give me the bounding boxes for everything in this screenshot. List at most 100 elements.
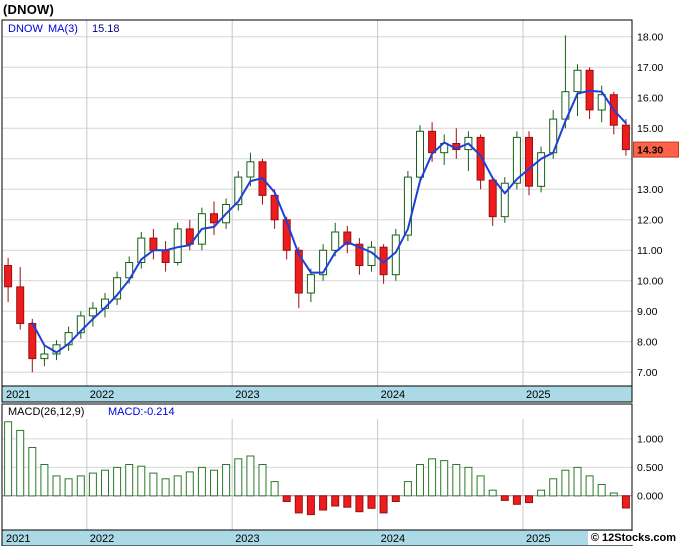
macd-bar <box>222 464 231 497</box>
macd-bar <box>294 495 303 514</box>
macd-bar <box>355 495 364 513</box>
macd-chart-canvas: 2021 2022 2023 2024 2025 1.000 0.500 0.000 MACD(… <box>0 403 680 546</box>
macd-tick-label: 0.000 <box>637 490 663 502</box>
macd-tick-label: 1.000 <box>637 433 663 445</box>
price-legend: DNOW MA(3) 15.18 <box>8 23 120 35</box>
candle-body <box>488 179 497 218</box>
macd-bars <box>4 421 630 516</box>
macd-bar <box>88 472 97 497</box>
candle-body <box>161 249 170 264</box>
macd-bar <box>125 464 134 497</box>
price-tick-label: 7.00 <box>637 367 658 379</box>
candle-body <box>4 265 13 288</box>
macd-bar <box>500 495 509 501</box>
macd-bar <box>379 495 388 514</box>
price-gridlines <box>2 20 632 386</box>
price-tick-label: 9.00 <box>637 306 658 318</box>
macd-bar <box>549 478 558 497</box>
macd-bar <box>185 471 194 497</box>
candle-body <box>270 194 279 221</box>
macd-indicator-chart: 2021 2022 2023 2024 2025 1.000 0.500 0.000 MACD(… <box>0 403 680 546</box>
candle-body <box>525 136 533 187</box>
macd-bar <box>210 469 218 497</box>
year-label: 2021 <box>6 533 30 545</box>
macd-bar <box>161 478 170 497</box>
macd-bar <box>488 489 497 497</box>
macd-bar <box>428 458 437 497</box>
last-price-box: 14.30 <box>633 141 679 158</box>
macd-bar <box>282 495 291 503</box>
candle-body <box>331 231 340 251</box>
macd-bar <box>113 466 122 497</box>
macd-bar <box>4 421 13 497</box>
macd-bar <box>561 469 570 497</box>
macd-bar <box>173 475 182 497</box>
price-chart-canvas: 2021 2022 2023 2024 2025 7.00 8.00 9.00 10.00 11.… <box>0 18 680 403</box>
macd-bar <box>597 484 606 497</box>
price-tick-label: 17.00 <box>637 62 663 74</box>
candle-body <box>234 176 243 206</box>
year-label: 2024 <box>381 389 405 401</box>
candle-body <box>40 353 49 360</box>
macd-bar <box>476 475 485 497</box>
candle-body <box>343 231 352 245</box>
macd-bar <box>621 495 630 509</box>
macd-bar <box>367 495 376 509</box>
candle-body <box>76 315 85 334</box>
macd-bar <box>306 495 315 516</box>
macd-bar <box>573 466 582 497</box>
macd-tick-label: 0.500 <box>637 462 663 474</box>
macd-bar <box>464 466 473 497</box>
year-label: 2022 <box>90 389 114 401</box>
macd-legend-label: MACD(26,12,9) <box>8 406 84 418</box>
price-plot-border <box>1 19 633 387</box>
year-label: 2024 <box>381 533 405 545</box>
macd-bar <box>319 495 328 511</box>
macd-bar <box>416 464 424 497</box>
candle-body <box>246 161 255 178</box>
candle-body <box>537 152 546 187</box>
candle-body <box>16 286 25 324</box>
chart-background <box>0 18 680 403</box>
candle-body <box>173 228 182 263</box>
macd-bar <box>609 492 618 497</box>
macd-plot-border <box>1 403 633 531</box>
candle-body <box>573 69 582 93</box>
year-label: 2025 <box>526 389 550 401</box>
candle-body <box>476 136 485 181</box>
price-tick-label: 18.00 <box>637 31 663 43</box>
macd-bar <box>149 472 158 497</box>
candle-body <box>367 246 376 266</box>
macd-bar <box>101 469 109 497</box>
candle-body <box>88 307 97 317</box>
candle-body <box>416 130 424 178</box>
price-chart: 2021 2022 2023 2024 2025 7.00 8.00 9.00 10.00 11.… <box>0 18 680 403</box>
macd-bar <box>452 464 461 497</box>
candle-body <box>210 213 218 224</box>
legend-ma-label: MA(3) <box>48 23 78 35</box>
legend-symbol: DNOW <box>8 23 43 35</box>
year-label: 2021 <box>6 389 30 401</box>
candle-body <box>125 262 134 279</box>
candle-body <box>149 237 158 251</box>
candles <box>4 35 630 373</box>
candle-body <box>512 136 521 184</box>
copyright-link[interactable]: © 12Stocks.com <box>587 531 679 545</box>
macd-bar <box>270 481 279 497</box>
price-tick-label: 13.00 <box>637 184 663 196</box>
price-tick-label: 10.00 <box>637 275 663 287</box>
candle-body <box>319 249 328 276</box>
year-label: 2025 <box>526 533 550 545</box>
macd-bar <box>234 458 243 497</box>
price-tick-label: 8.00 <box>637 336 658 348</box>
macd-bar <box>137 465 146 497</box>
candle-body <box>294 249 303 294</box>
macd-axis-labels: 1.000 0.500 0.000 <box>637 433 663 502</box>
macd-bar <box>512 495 521 505</box>
price-tick-label: 12.00 <box>637 214 663 226</box>
macd-bar <box>40 464 49 497</box>
candle-body <box>403 176 412 236</box>
candle-body <box>428 130 437 154</box>
legend-ma-value: 15.18 <box>92 23 120 35</box>
